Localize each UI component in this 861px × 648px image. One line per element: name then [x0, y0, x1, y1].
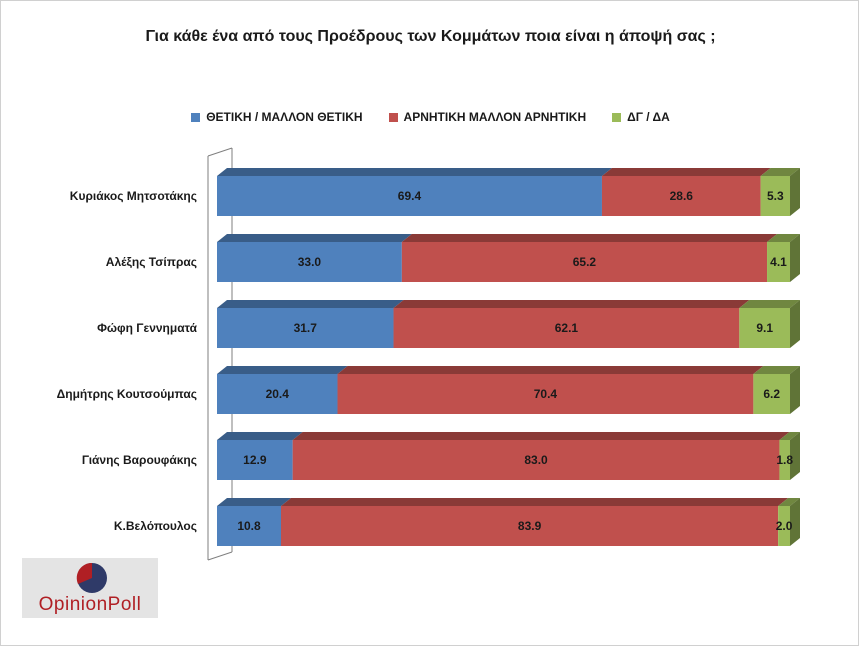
- data-label: 9.1: [756, 321, 773, 335]
- bar-side-face: [790, 234, 800, 282]
- data-label: 6.2: [763, 387, 780, 401]
- category-label: Κυριάκος Μητσοτάκης: [70, 189, 197, 203]
- bar-top-face: [280, 498, 789, 506]
- bar-segment: [217, 176, 602, 216]
- bar-segment: [779, 440, 790, 480]
- data-label: 20.4: [266, 387, 290, 401]
- category-label: Κ.Βελόπουλος: [114, 519, 197, 533]
- bar-side-face: [790, 498, 800, 546]
- bar-segment: [760, 176, 790, 216]
- bar-top-face: [778, 498, 800, 506]
- data-label: 4.1: [770, 255, 787, 269]
- legend-label: ΘΕΤΙΚΗ / ΜΑΛΛΟΝ ΘΕΤΙΚΗ: [206, 110, 363, 124]
- bar-top-face: [760, 168, 800, 176]
- chart-legend: ΘΕΤΙΚΗ / ΜΑΛΛΟΝ ΘΕΤΙΚΗ ΑΡΝΗΤΙΚΗ ΜΑΛΛΟΝ ΑΡ…: [0, 110, 861, 124]
- bar-top-face: [601, 168, 771, 176]
- logo-text: OpinionPoll: [38, 594, 142, 615]
- axis-bottom-line: [207, 551, 233, 561]
- data-label: 31.7: [294, 321, 318, 335]
- category-label: Φώφη Γεννηματά: [97, 321, 198, 335]
- bar-side-face: [790, 300, 800, 348]
- bar-segment: [753, 374, 790, 414]
- bar-segment: [217, 506, 281, 546]
- data-label: 1.8: [776, 453, 793, 467]
- legend-swatch: [388, 112, 398, 122]
- bar-segment: [393, 308, 740, 348]
- bar-top-face: [217, 234, 412, 242]
- category-label: Δημήτρης Κουτσούμπας: [57, 387, 197, 401]
- bar-top-face: [217, 366, 348, 374]
- bar-top-face: [779, 432, 800, 440]
- chart-title: Για κάθε ένα από τους Προέδρους των Κομμ…: [145, 28, 716, 45]
- bar-segment: [280, 506, 779, 546]
- bar-segment: [217, 374, 338, 414]
- bar-segment: [739, 308, 790, 348]
- bar-segment: [217, 242, 402, 282]
- bar-segment: [217, 308, 394, 348]
- bar-segment: [601, 176, 761, 216]
- legend-item: ΘΕΤΙΚΗ / ΜΑΛΛΟΝ ΘΕΤΙΚΗ: [191, 110, 363, 124]
- bar-top-face: [393, 300, 750, 308]
- bar-top-face: [739, 300, 800, 308]
- bar-segment: [217, 440, 293, 480]
- legend-item: ΔΓ / ΔΑ: [612, 110, 670, 124]
- data-label: 83.0: [524, 453, 548, 467]
- bar-side-face: [790, 366, 800, 414]
- legend-label: ΑΡΝΗΤΙΚΗ ΜΑΛΛΟΝ ΑΡΝΗΤΙΚΗ: [403, 110, 587, 124]
- category-label: Γιάνης Βαρουφάκης: [82, 453, 197, 467]
- bar-segment: [292, 440, 780, 480]
- bar-top-face: [217, 498, 291, 506]
- data-label: 70.4: [534, 387, 558, 401]
- axis-top-line: [207, 147, 233, 157]
- data-label: 62.1: [555, 321, 579, 335]
- bar-top-face: [337, 366, 764, 374]
- data-label: 10.8: [237, 519, 261, 533]
- bar-side-face: [790, 432, 800, 480]
- category-label: Αλέξης Τσίπρας: [106, 255, 197, 269]
- data-label: 28.6: [670, 189, 694, 203]
- bar-top-face: [217, 168, 612, 176]
- logo-globe-icon: [76, 562, 107, 593]
- bar-top-face: [217, 432, 303, 440]
- bar-segment: [778, 506, 790, 546]
- data-label: 33.0: [298, 255, 322, 269]
- legend-label: ΔΓ / ΔΑ: [627, 110, 670, 124]
- bar-segment: [767, 242, 790, 282]
- bar-segment: [401, 242, 768, 282]
- data-label: 69.4: [398, 189, 422, 203]
- bar-segment: [337, 374, 754, 414]
- bar-top-face: [401, 234, 778, 242]
- bar-side-face: [790, 168, 800, 216]
- bar-top-face: [767, 234, 800, 242]
- bar-top-face: [292, 432, 790, 440]
- legend-swatch: [191, 112, 201, 122]
- bar-top-face: [753, 366, 800, 374]
- legend-swatch: [612, 112, 622, 122]
- data-label: 65.2: [573, 255, 597, 269]
- legend-item: ΑΡΝΗΤΙΚΗ ΜΑΛΛΟΝ ΑΡΝΗΤΙΚΗ: [388, 110, 587, 124]
- data-label: 83.9: [518, 519, 542, 533]
- data-label: 2.0: [776, 519, 793, 533]
- opinionpoll-logo: OpinionPoll: [22, 558, 158, 618]
- data-label: 12.9: [243, 453, 267, 467]
- data-label: 5.3: [767, 189, 784, 203]
- bar-top-face: [217, 300, 404, 308]
